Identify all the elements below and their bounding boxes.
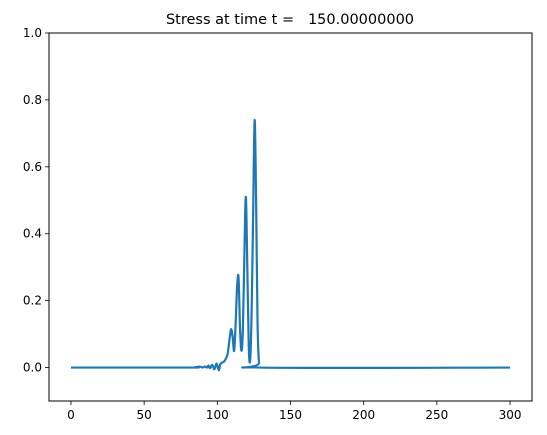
y-tick-label: 0.2 [23, 294, 42, 308]
y-tick-label: 0.8 [23, 93, 42, 107]
x-tick-label: 250 [425, 408, 448, 422]
stress-series-line [70, 118, 511, 372]
y-tick-label: 0.6 [23, 160, 42, 174]
series-layer [70, 118, 511, 372]
x-tick-label: 50 [136, 408, 151, 422]
x-tick-label: 150 [279, 408, 302, 422]
plot-frame [48, 32, 533, 402]
x-tick-label: 0 [67, 408, 75, 422]
chart-title: Stress at time t = 150.00000000 [166, 12, 414, 28]
x-tick-label: 200 [352, 408, 375, 422]
x-axis: 0 50 100 150 200 250 300 [67, 401, 521, 422]
x-tick-label: 300 [499, 408, 522, 422]
x-tick-label: 100 [206, 408, 229, 422]
y-tick-label: 1.0 [23, 26, 42, 40]
y-tick-label: 0.0 [23, 361, 42, 375]
y-axis: 0.0 0.2 0.4 0.6 0.8 1.0 [23, 26, 49, 375]
y-tick-label: 0.4 [23, 227, 42, 241]
